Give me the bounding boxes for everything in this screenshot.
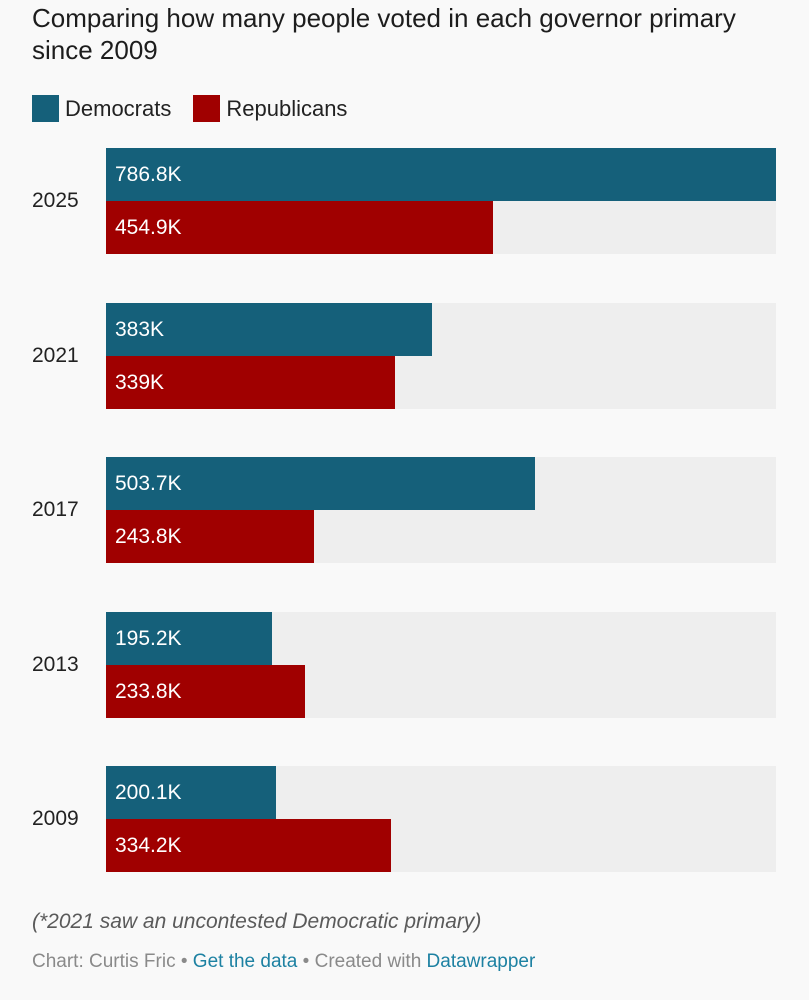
bar-democrats-2009 bbox=[106, 766, 276, 819]
bar-track: 383K 339K bbox=[106, 303, 776, 409]
chart-title: Comparing how many people voted in each … bbox=[32, 3, 736, 65]
bar-value-label: 503.7K bbox=[115, 472, 182, 495]
year-label: 2009 bbox=[32, 807, 79, 830]
chart-footer: Chart: Curtis Fric • Get the data • Crea… bbox=[32, 951, 535, 973]
legend-item-democrats: Democrats bbox=[32, 95, 171, 122]
bar-republicans-2013 bbox=[106, 665, 305, 718]
bar-republicans-2009 bbox=[106, 819, 391, 872]
year-label: 2017 bbox=[32, 498, 79, 521]
datawrapper-link[interactable]: Datawrapper bbox=[426, 951, 536, 972]
bar-value-label: 195.2K bbox=[115, 627, 182, 650]
bar-track: 200.1K 334.2K bbox=[106, 766, 776, 872]
legend-swatch-republicans bbox=[193, 95, 221, 122]
legend: Democrats Republicans bbox=[32, 95, 369, 122]
bar-track: 503.7K 243.8K bbox=[106, 457, 776, 563]
chart-note: (*2021 saw an uncontested Democratic pri… bbox=[32, 910, 482, 933]
bar-democrats-2025 bbox=[106, 148, 776, 201]
bar-value-label: 243.8K bbox=[115, 525, 182, 548]
created-with-text: Created with bbox=[314, 951, 427, 972]
year-label: 2021 bbox=[32, 344, 79, 367]
bar-value-label: 383K bbox=[115, 318, 165, 341]
bar-democrats-2017 bbox=[106, 457, 535, 510]
bar-value-label: 200.1K bbox=[115, 781, 182, 804]
bar-value-label: 786.8K bbox=[115, 163, 182, 186]
bar-value-label: 334.2K bbox=[115, 834, 182, 857]
get-data-link[interactable]: Get the data bbox=[192, 951, 298, 972]
bar-track: 195.2K 233.8K bbox=[106, 612, 776, 718]
bar-value-label: 233.8K bbox=[115, 680, 182, 703]
bar-democrats-2021 bbox=[106, 303, 432, 356]
bar-republicans-2021 bbox=[106, 356, 395, 409]
legend-item-republicans: Republicans bbox=[193, 95, 347, 122]
year-label: 2025 bbox=[32, 189, 79, 212]
footer-separator: • bbox=[297, 951, 315, 972]
bar-republicans-2017 bbox=[106, 510, 314, 563]
byline: Chart: Curtis Fric bbox=[32, 951, 176, 972]
bar-track: 786.8K 454.9K bbox=[106, 148, 776, 254]
bar-value-label: 454.9K bbox=[115, 216, 182, 239]
bar-republicans-2025 bbox=[106, 201, 493, 254]
footer-separator: • bbox=[175, 951, 193, 972]
year-label: 2013 bbox=[32, 653, 79, 676]
bar-democrats-2013 bbox=[106, 612, 272, 665]
bar-value-label: 339K bbox=[115, 371, 165, 394]
legend-label-republicans: Republicans bbox=[226, 95, 348, 121]
legend-label-democrats: Democrats bbox=[65, 95, 172, 121]
legend-swatch-democrats bbox=[32, 95, 59, 122]
